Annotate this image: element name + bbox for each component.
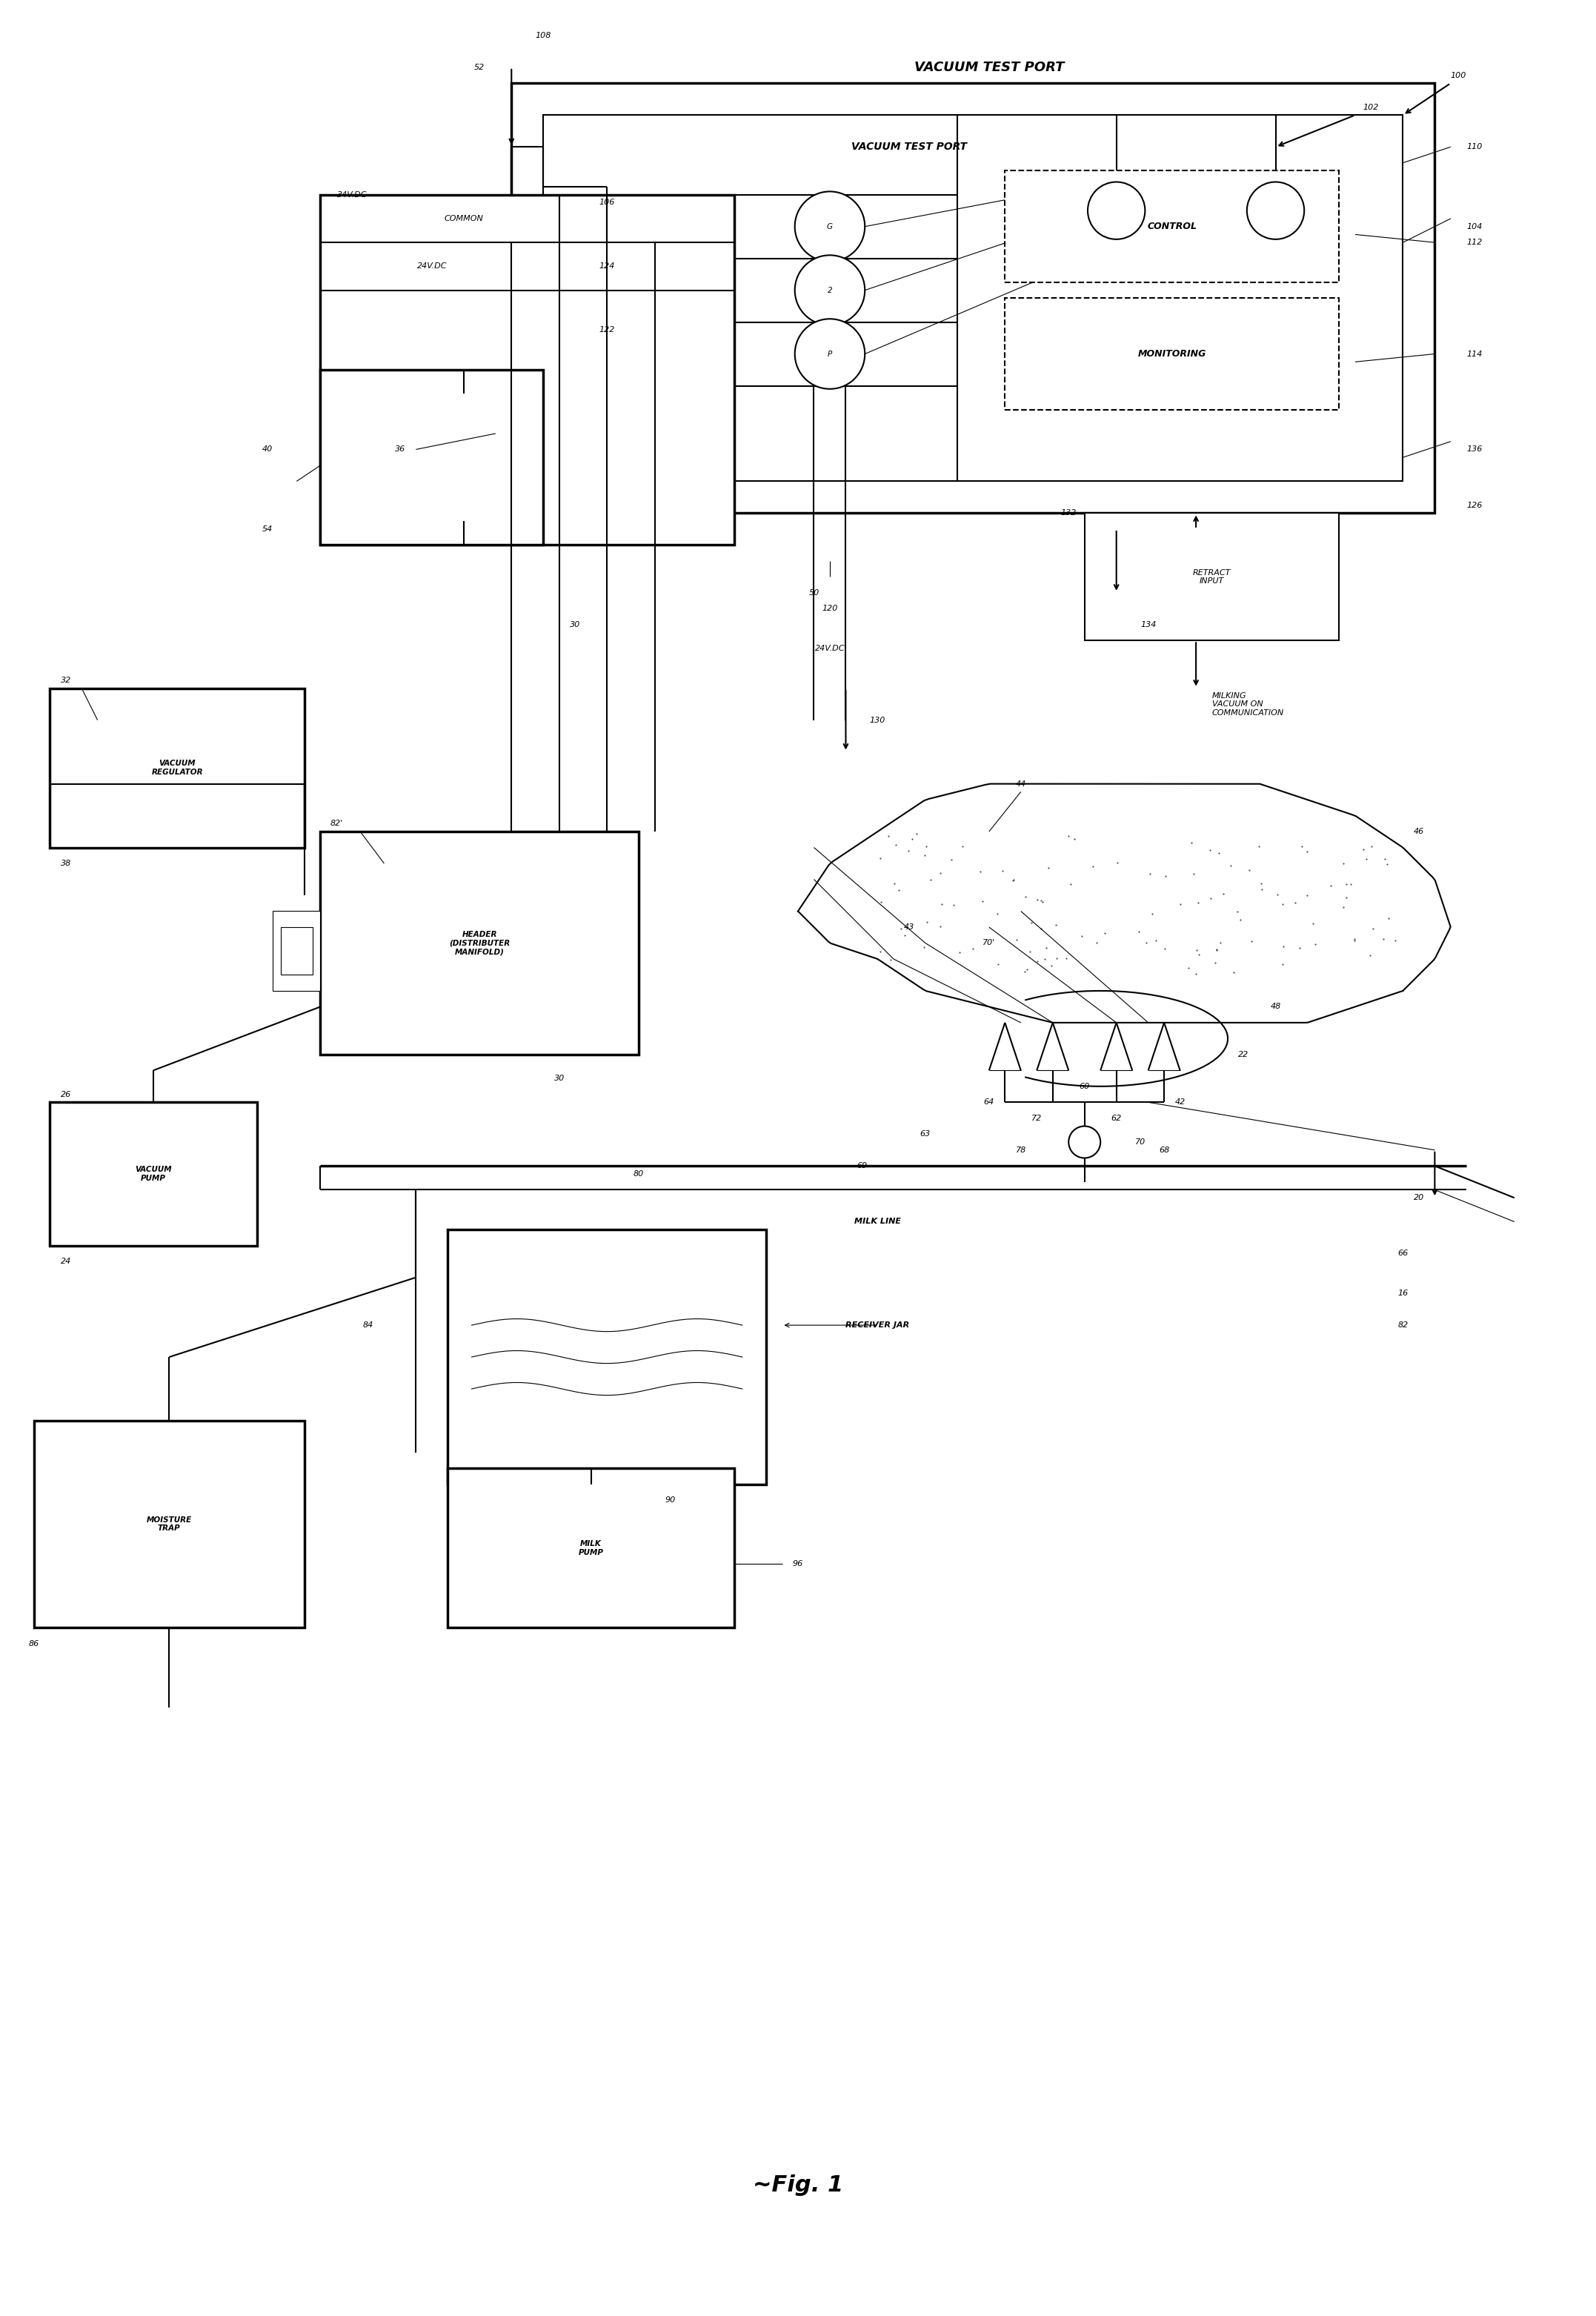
Bar [49,1102,257,1246]
Text: COMMON: COMMON [444,215,484,222]
Text: 40: 40 [262,445,273,454]
Text: 26: 26 [61,1091,70,1098]
Circle shape [1069,1126,1101,1158]
Bar [273,910,321,991]
Circle shape [795,192,865,262]
Bar [321,831,638,1054]
Text: 54: 54 [262,526,273,533]
Text: 22: 22 [1238,1051,1250,1058]
Text: VACUUM TEST PORT: VACUUM TEST PORT [915,60,1065,74]
Text: 72: 72 [1031,1114,1042,1121]
Text: 110: 110 [1467,144,1483,151]
Text: 50: 50 [809,588,819,598]
Text: 60: 60 [1079,1082,1090,1091]
Bar [281,926,313,975]
Text: 63: 63 [919,1130,930,1137]
Text: RECEIVER JAR: RECEIVER JAR [846,1322,910,1329]
Text: 78: 78 [1015,1146,1026,1153]
Bar [448,1230,766,1485]
Text: 2: 2 [827,287,832,294]
Text: 106: 106 [598,199,614,206]
Text: 84: 84 [362,1322,373,1329]
Text: MILK LINE: MILK LINE [854,1218,900,1225]
Bar [1085,514,1339,642]
Text: CONTROL: CONTROL [1148,222,1197,232]
Text: 108: 108 [535,32,551,39]
Text: VACUUM
PUMP: VACUUM PUMP [136,1165,172,1181]
Text: 136: 136 [1467,445,1483,454]
Text: 80: 80 [634,1170,645,1177]
Text: 52: 52 [474,63,485,72]
Text: 66: 66 [1398,1251,1408,1258]
Text: 112: 112 [1467,239,1483,245]
Text: MONITORING: MONITORING [1138,350,1207,359]
Text: 114: 114 [1467,350,1483,357]
Text: VACUUM
REGULATOR: VACUUM REGULATOR [152,760,203,776]
Text: 42: 42 [1175,1098,1186,1107]
Text: 82: 82 [1398,1322,1408,1329]
Bar [511,83,1435,514]
Text: 132: 132 [1061,510,1077,516]
Text: MOISTURE
TRAP: MOISTURE TRAP [147,1517,192,1533]
Text: G: G [827,222,833,229]
Text: 126: 126 [1467,503,1483,510]
Text: MILK
PUMP: MILK PUMP [578,1540,603,1556]
Bar [448,1468,734,1628]
Bar [49,688,305,848]
Circle shape [795,320,865,389]
Circle shape [1088,183,1144,239]
Text: 86: 86 [29,1640,40,1647]
Text: 43: 43 [905,924,915,931]
Text: 124: 124 [598,262,614,271]
Text: 34V.DC: 34V.DC [337,190,367,199]
Text: VACUUM TEST PORT: VACUUM TEST PORT [852,141,967,153]
Bar [1005,299,1339,410]
Text: 30: 30 [570,621,581,628]
Text: 16: 16 [1398,1290,1408,1297]
Circle shape [795,255,865,324]
Text: 70: 70 [1135,1139,1146,1146]
Text: 70': 70' [983,940,996,947]
Text: 44: 44 [1015,780,1026,787]
Text: ~Fig. 1: ~Fig. 1 [753,2175,843,2196]
Bar [34,1420,305,1628]
Text: HEADER
(DISTRIBUTER
MANIFOLD): HEADER (DISTRIBUTER MANIFOLD) [448,931,511,954]
Text: 30: 30 [554,1075,565,1082]
Text: 90: 90 [666,1496,677,1503]
Text: 96: 96 [793,1561,803,1568]
Text: 82': 82' [330,820,343,827]
Text: 46: 46 [1414,827,1424,836]
Text: 122: 122 [598,327,614,334]
Text: 32: 32 [61,676,70,683]
Text: 120: 120 [822,604,838,611]
Text: 20: 20 [1414,1195,1424,1202]
Text: 102: 102 [1363,104,1379,111]
Circle shape [1246,183,1304,239]
Text: 24V.DC: 24V.DC [816,644,844,653]
Text: P: P [827,350,832,357]
Text: 36: 36 [394,445,405,454]
Bar [321,195,734,544]
Text: MILKING
VACUUM ON
COMMUNICATION: MILKING VACUUM ON COMMUNICATION [1211,692,1283,716]
Bar [1005,171,1339,283]
Text: 24: 24 [61,1258,70,1265]
Text: 69: 69 [857,1163,867,1170]
Text: RETRACT
INPUT: RETRACT INPUT [1192,570,1231,586]
Text: 130: 130 [870,716,886,725]
Text: 48: 48 [1270,1003,1282,1010]
Text: 68: 68 [1159,1146,1170,1153]
Bar [321,371,543,544]
Text: 104: 104 [1467,222,1483,229]
Text: 24V.DC: 24V.DC [417,262,447,271]
Text: 134: 134 [1140,621,1156,628]
Text: 64: 64 [983,1098,994,1107]
Bar [543,116,1403,482]
Text: 38: 38 [61,859,70,866]
Text: 62: 62 [1111,1114,1122,1121]
Text: 100: 100 [1451,72,1467,79]
